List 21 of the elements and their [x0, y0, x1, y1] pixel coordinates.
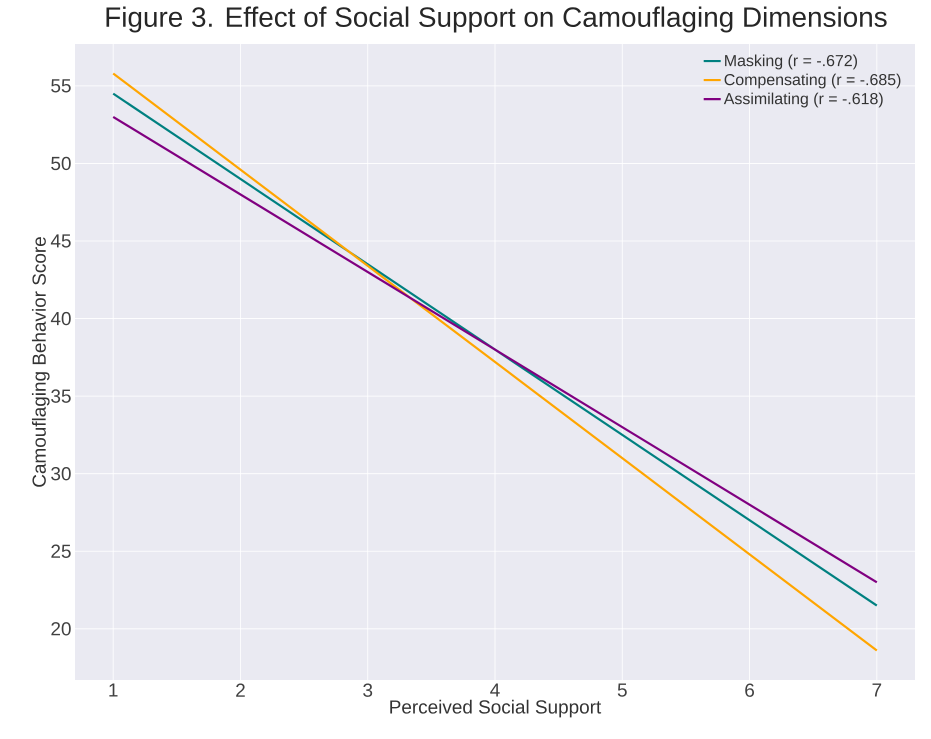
legend-label: Assimilating (r = -.618)	[724, 92, 883, 108]
chart-title: Figure 3. Effect of Social Support on Camouflaging Dimensions	[106, 6, 887, 33]
y-tick-label: 35	[51, 389, 71, 403]
y-tick-label: 20	[51, 622, 71, 636]
y-tick-label: 25	[51, 544, 71, 558]
x-tick-label: 4	[490, 684, 500, 697]
x-axis-title: Perceived Social Support	[390, 700, 602, 718]
x-tick-label: 5	[618, 684, 627, 697]
y-axis-title: Camouflaging Behavior Score	[32, 237, 50, 487]
y-tick-label: 55	[51, 79, 71, 92]
y-tick-label: 50	[51, 156, 71, 170]
y-tick-label: 45	[50, 234, 71, 248]
legend-label: Compensating (r = -.685)	[724, 74, 900, 88]
x-tick-label: 1	[109, 684, 118, 697]
x-tick-label: 6	[745, 684, 754, 697]
x-tick-label: 7	[872, 684, 882, 697]
y-tick-label: 40	[50, 312, 71, 326]
y-tick-label: 30	[51, 466, 71, 480]
x-tick-label: 3	[363, 684, 372, 697]
legend-label: Masking (r = -.672)	[725, 54, 857, 70]
x-tick-label: 2	[236, 684, 245, 697]
